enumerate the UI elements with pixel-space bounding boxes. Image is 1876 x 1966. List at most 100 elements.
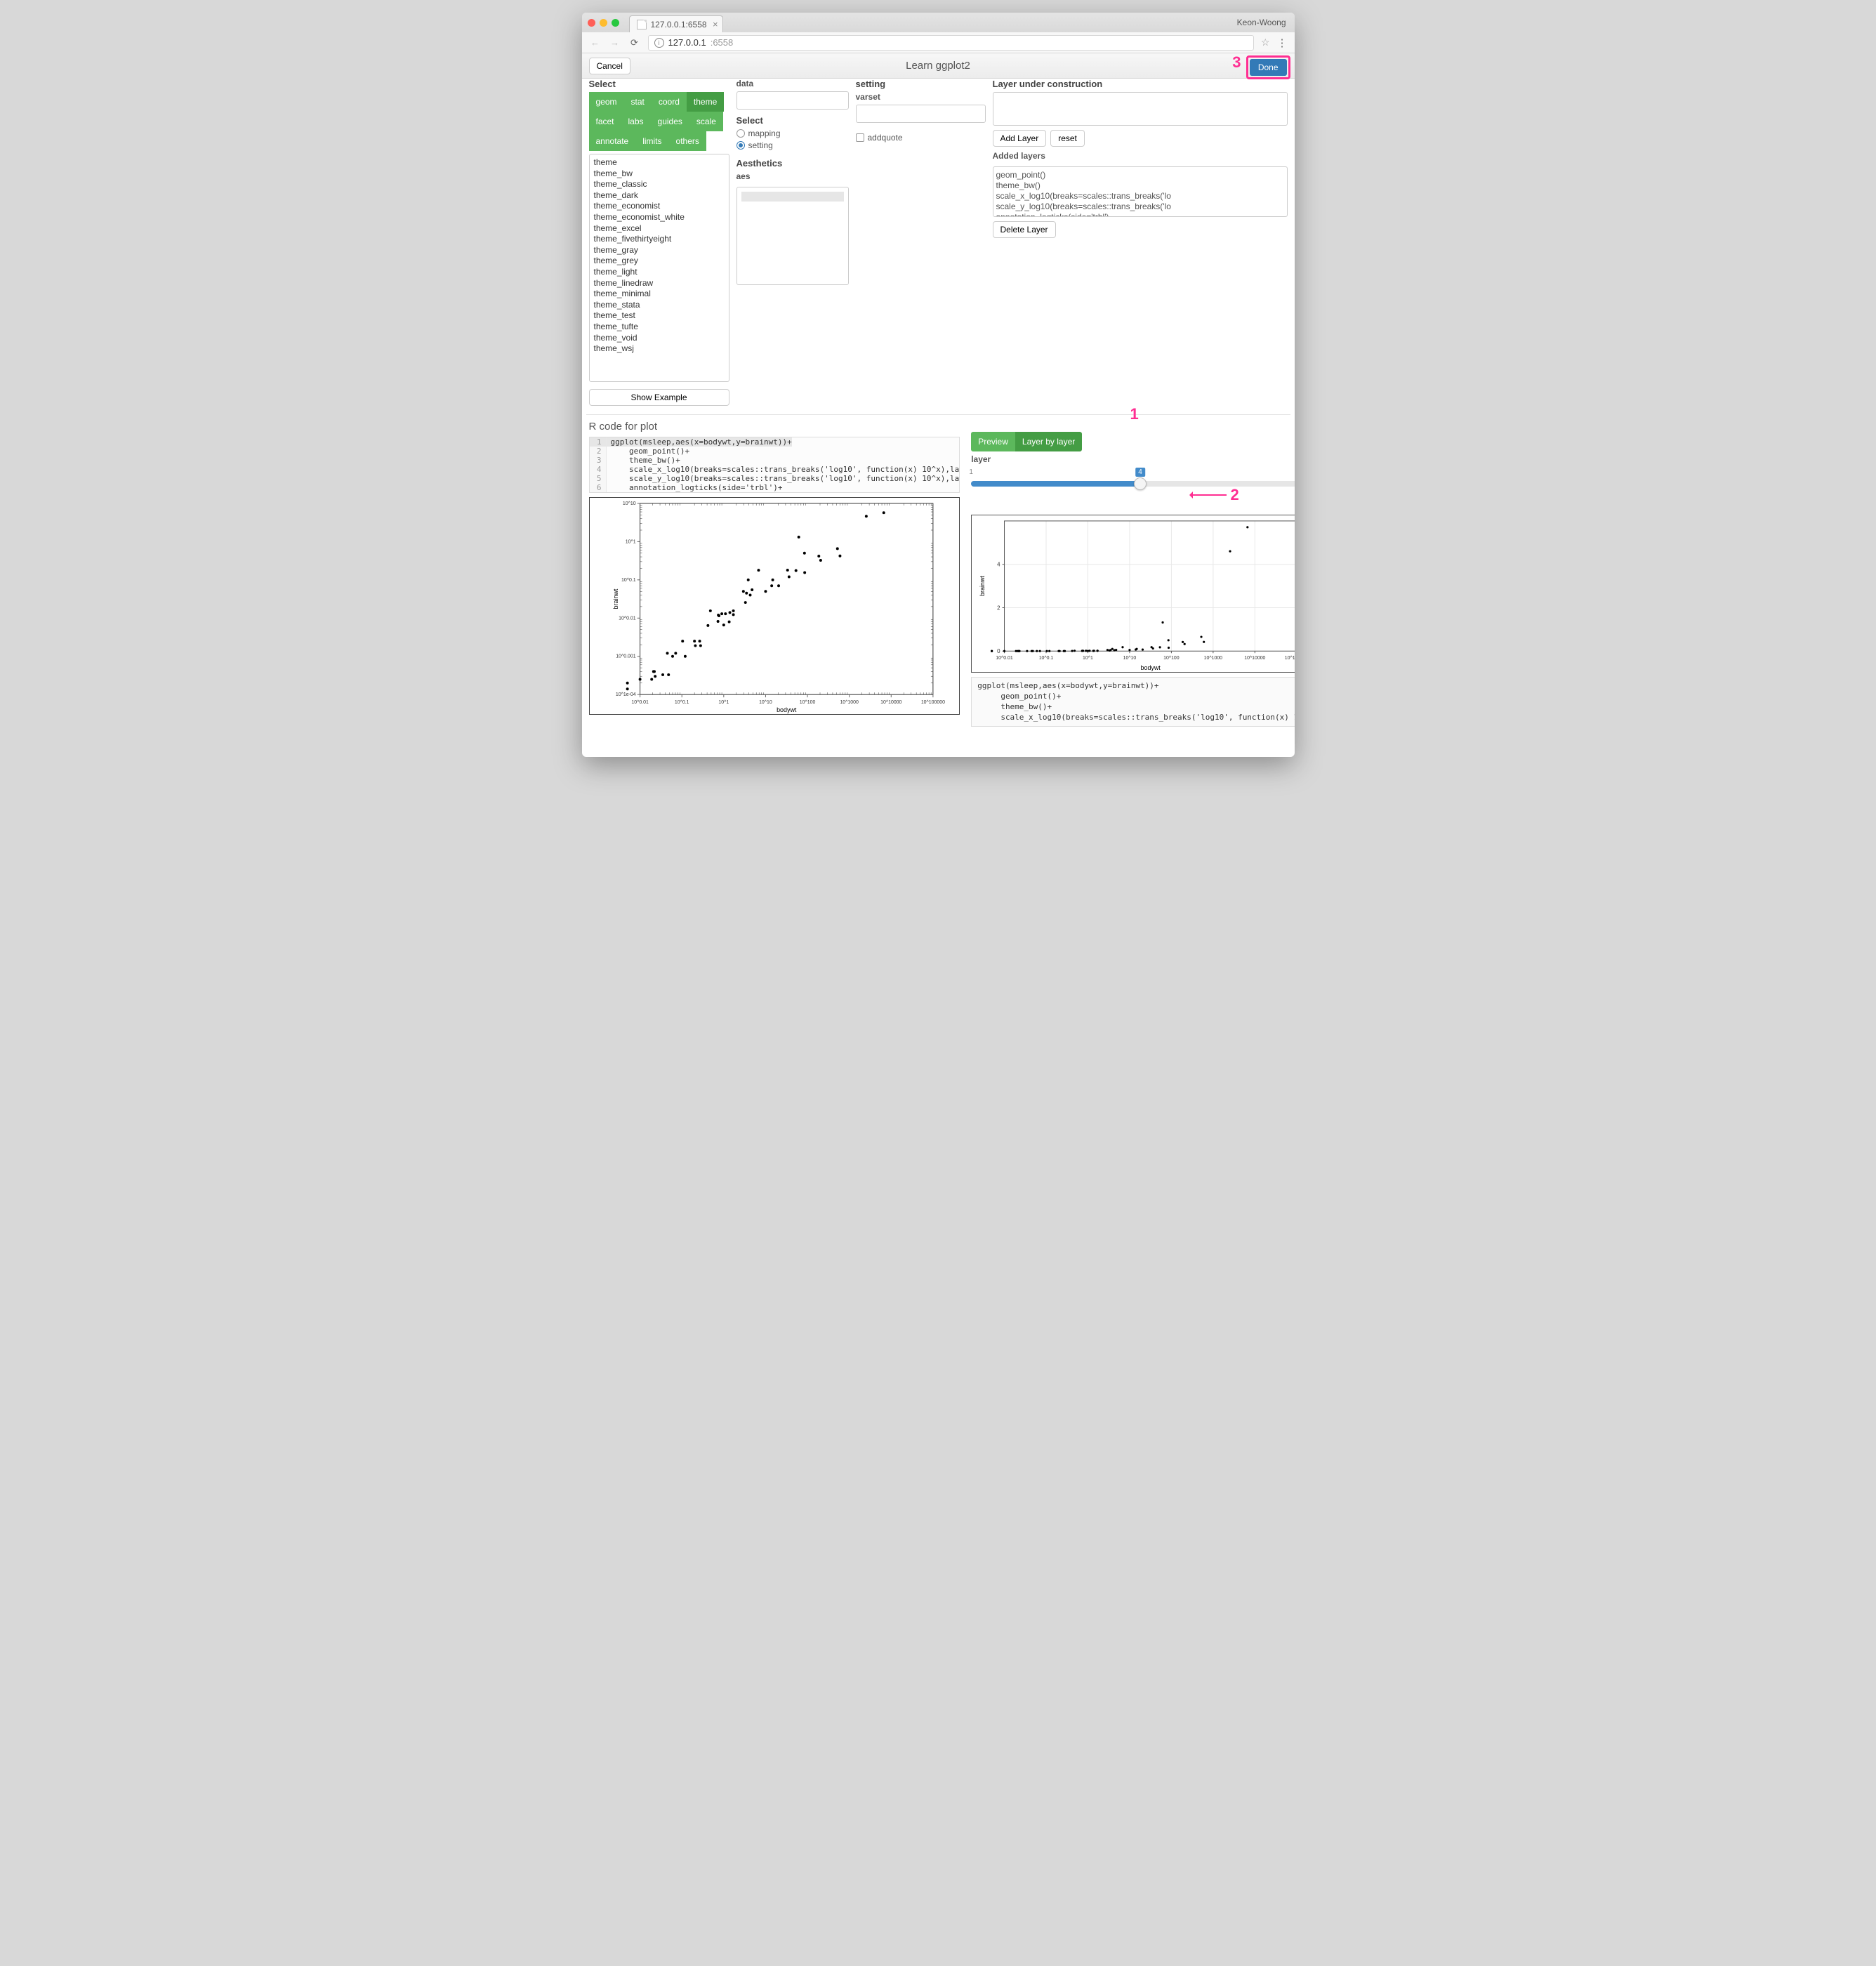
show-example-button[interactable]: Show Example	[589, 389, 729, 406]
list-item[interactable]: theme_gray	[594, 245, 725, 256]
tab-guides[interactable]: guides	[651, 112, 689, 131]
page-icon	[637, 20, 647, 29]
preview-tabs: PreviewLayer by layer	[971, 432, 1294, 451]
data-label: data	[736, 79, 849, 88]
data-input[interactable]	[736, 91, 849, 110]
browser-tab[interactable]: 127.0.0.1:6558 ×	[629, 15, 723, 32]
tab-coord[interactable]: coord	[652, 92, 687, 112]
back-icon[interactable]: ←	[589, 37, 602, 48]
list-item[interactable]: theme_economist	[594, 201, 725, 212]
svg-text:10^0.01: 10^0.01	[996, 656, 1014, 661]
luc-heading: Layer under construction	[993, 79, 1288, 89]
aesthetics-heading: Aesthetics	[736, 158, 849, 169]
radio-setting[interactable]: setting	[736, 140, 849, 150]
tab-geom[interactable]: geom	[589, 92, 624, 112]
add-layer-button[interactable]: Add Layer	[993, 130, 1047, 147]
aes-listbox[interactable]	[736, 187, 849, 285]
list-item[interactable]: theme_light	[594, 267, 725, 278]
function-listbox[interactable]: themetheme_bwtheme_classictheme_darkthem…	[589, 154, 729, 382]
list-item[interactable]: theme_classic	[594, 179, 725, 190]
bookmark-icon[interactable]: ☆	[1261, 37, 1270, 48]
cancel-button[interactable]: Cancel	[589, 58, 630, 74]
tab-annotate[interactable]: annotate	[589, 131, 636, 151]
radio-mapping-label: mapping	[748, 128, 781, 138]
svg-text:0: 0	[997, 648, 1000, 654]
select-mode-heading: Select	[736, 115, 849, 126]
code-editor[interactable]: 1ggplot(msleep,aes(x=bodywt,y=brainwt))+…	[589, 437, 960, 493]
list-item[interactable]: theme_stata	[594, 300, 725, 311]
tab-scale[interactable]: scale	[689, 112, 723, 131]
reload-icon[interactable]: ⟳	[628, 37, 641, 48]
url-host: 127.0.0.1	[668, 37, 706, 48]
list-item[interactable]: theme_linedraw	[594, 278, 725, 289]
addquote-checkbox[interactable]: addquote	[856, 133, 986, 143]
list-item[interactable]: theme_excel	[594, 223, 725, 235]
window-zoom-icon[interactable]	[612, 19, 619, 27]
window-minimize-icon[interactable]	[600, 19, 607, 27]
menu-icon[interactable]: ⋮	[1277, 37, 1288, 49]
svg-text:10^0.1: 10^0.1	[674, 700, 689, 705]
category-tabs: geomstatcoordtheme facetlabsguidesscale an…	[589, 92, 729, 151]
svg-text:4: 4	[997, 562, 1000, 568]
svg-text:10^1000: 10^1000	[1204, 656, 1222, 661]
reset-button[interactable]: reset	[1050, 130, 1085, 147]
list-item[interactable]: theme_tufte	[594, 322, 725, 333]
page-title: Learn ggplot2	[906, 60, 970, 72]
checkbox-icon	[856, 133, 864, 142]
window-close-icon[interactable]	[588, 19, 595, 27]
svg-text:10^10000: 10^10000	[1244, 656, 1265, 661]
forward-icon: →	[609, 37, 621, 48]
annotation-two: 2	[1191, 486, 1239, 504]
list-item[interactable]: theme_minimal	[594, 289, 725, 300]
layer-slider[interactable]: 1 4 7 ▶	[971, 468, 1294, 494]
annotation-three: 3	[1232, 53, 1241, 72]
tab-title: 127.0.0.1:6558	[651, 20, 707, 29]
tab-others[interactable]: others	[669, 131, 706, 151]
list-item[interactable]: theme_wsj	[594, 343, 725, 355]
list-item[interactable]: theme_bw	[594, 169, 725, 180]
svg-text:brainwt: brainwt	[612, 588, 619, 609]
annotation-one: 1	[1130, 405, 1139, 423]
list-item[interactable]: theme_economist_white	[594, 212, 725, 223]
url-bar: ← → ⟳ i 127.0.0.1:6558 ☆ ⋮	[582, 32, 1295, 53]
list-item[interactable]: theme_grey	[594, 256, 725, 267]
tab-limits[interactable]: limits	[635, 131, 668, 151]
preview-tab-preview[interactable]: Preview	[971, 432, 1015, 451]
added-layers-textarea[interactable]	[993, 166, 1288, 217]
list-item[interactable]: theme_test	[594, 310, 725, 322]
svg-text:10^100: 10^100	[1163, 656, 1180, 661]
profile-name[interactable]: Keon-Woong	[1237, 18, 1286, 27]
list-item[interactable]: theme	[594, 157, 725, 169]
tab-labs[interactable]: labs	[621, 112, 651, 131]
site-info-icon[interactable]: i	[654, 38, 664, 48]
annotation-done-highlight: Done	[1246, 55, 1290, 79]
plot-main: 10^0.0110^0.110^110^1010^10010^100010^10…	[589, 497, 960, 715]
radio-setting-label: setting	[748, 140, 773, 150]
select-heading: Select	[589, 79, 729, 89]
luc-textarea[interactable]	[993, 92, 1288, 126]
svg-text:10^10: 10^10	[1123, 656, 1137, 661]
tab-theme[interactable]: theme	[687, 92, 724, 112]
svg-text:10^0.001: 10^0.001	[616, 654, 635, 659]
list-item[interactable]: theme_void	[594, 333, 725, 344]
delete-layer-button[interactable]: Delete Layer	[993, 221, 1056, 238]
addquote-label: addquote	[868, 133, 903, 143]
done-button[interactable]: Done	[1250, 59, 1287, 76]
svg-text:10^1e-04: 10^1e-04	[615, 692, 635, 697]
plot-preview: 10^0.0110^0.110^110^1010^10010^100010^10…	[971, 515, 1294, 673]
tab-stat[interactable]: stat	[624, 92, 652, 112]
svg-text:2: 2	[997, 605, 1000, 611]
code-output: ggplot(msleep,aes(x=bodywt,y=brainwt))+ …	[971, 677, 1294, 727]
rcode-heading: R code for plot	[589, 421, 960, 433]
tab-facet[interactable]: facet	[589, 112, 621, 131]
address-field[interactable]: i 127.0.0.1:6558	[648, 35, 1254, 51]
svg-text:10^1000: 10^1000	[840, 700, 859, 705]
preview-tab-layer-by-layer[interactable]: Layer by layer	[1015, 432, 1082, 451]
close-tab-icon[interactable]: ×	[713, 19, 718, 29]
list-item[interactable]: theme_dark	[594, 190, 725, 202]
svg-text:10^10: 10^10	[759, 700, 772, 705]
setting-heading: setting	[856, 79, 986, 89]
radio-mapping[interactable]: mapping	[736, 128, 849, 138]
list-item[interactable]: theme_fivethirtyeight	[594, 234, 725, 245]
varset-input[interactable]	[856, 105, 986, 123]
